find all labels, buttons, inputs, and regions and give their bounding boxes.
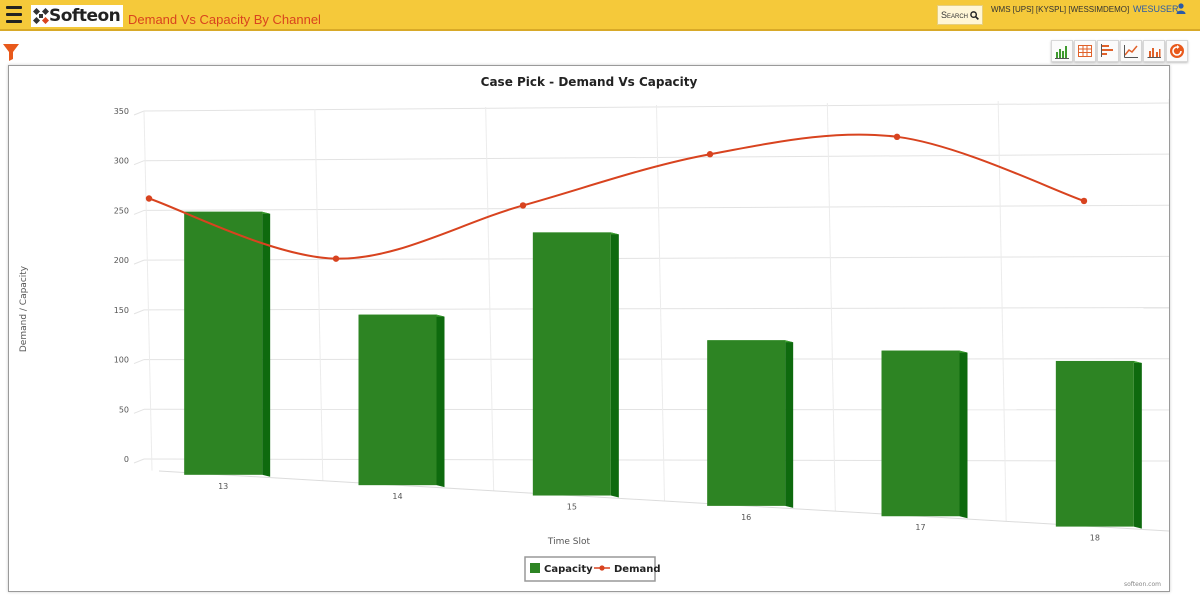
y-axis-title: Demand / Capacity <box>19 265 29 352</box>
capacity-bar-side <box>610 232 619 498</box>
capacity-bar <box>881 350 960 517</box>
grouped-chart-icon <box>1147 48 1161 58</box>
line-chart-button[interactable] <box>1120 40 1142 62</box>
y-tick-label: 150 <box>114 306 129 315</box>
x-axis-title: Time Slot <box>547 537 591 547</box>
hamburger-menu-icon[interactable] <box>6 6 22 23</box>
chart-credit: softeon.com <box>1124 581 1161 588</box>
gridline-side <box>133 309 145 315</box>
gridline-h <box>143 408 1169 411</box>
axis-labels: 0 50 100 150 200 250 300 350 13 14 15 16 17 18 <box>114 107 1100 543</box>
capacity-bar-side <box>959 350 968 519</box>
gridline-h <box>143 255 1169 261</box>
logo-mark-icon <box>33 8 49 24</box>
gridline-side <box>133 209 145 215</box>
table-view-button[interactable] <box>1074 40 1096 62</box>
wms-info: WMS [UPS] [KYSPL] [WESSIMDEMO] <box>991 5 1130 14</box>
capacity-bar-side <box>1133 360 1142 529</box>
y-tick-label: 250 <box>114 206 129 215</box>
bar-chart-icon <box>1101 44 1113 57</box>
refresh-icon <box>1170 44 1184 58</box>
gridline-h <box>143 204 1169 211</box>
demand-point <box>1080 197 1088 205</box>
user-name[interactable]: WESUSER <box>1133 4 1179 14</box>
capacity-bar <box>184 211 263 475</box>
softeon-logo: Softeon <box>31 5 123 27</box>
gridline-side <box>133 110 145 116</box>
bar-chart-button[interactable] <box>1097 40 1119 62</box>
gridline-v <box>656 104 665 502</box>
x-tick-label: 17 <box>915 523 925 532</box>
demand-line <box>145 133 1088 262</box>
demand-series-line <box>148 133 1085 260</box>
line-chart-icon <box>1124 45 1138 58</box>
x-tick-label: 15 <box>567 503 577 512</box>
column-chart-icon <box>1055 46 1069 59</box>
chart-panel: 0 50 100 150 200 250 300 350 13 14 15 16 17 18 Case P… <box>8 65 1170 592</box>
demand-point <box>519 202 527 209</box>
y-tick-label: 50 <box>119 405 129 414</box>
gridline-h <box>143 358 1169 361</box>
gridline-v <box>997 100 1007 522</box>
logo-text: Softeon <box>49 6 121 26</box>
search-icon <box>970 10 979 20</box>
capacity-bar <box>532 232 611 496</box>
y-tick-label: 300 <box>114 157 129 166</box>
y-tick-label: 350 <box>114 107 129 116</box>
x-tick-label: 16 <box>741 513 751 522</box>
x-tick-label: 13 <box>218 482 228 491</box>
demand-point <box>332 255 340 262</box>
page-title: Demand Vs Capacity By Channel <box>128 12 321 27</box>
gridline-v <box>485 106 495 491</box>
capacity-bar <box>1055 360 1134 527</box>
y-tick-label: 100 <box>114 356 129 365</box>
gridline-side <box>133 160 145 166</box>
legend-demand-marker <box>599 565 605 571</box>
gridline-side <box>133 458 145 464</box>
chart-title: Case Pick - Demand Vs Capacity <box>481 75 698 89</box>
grouped-chart-button[interactable] <box>1143 40 1165 62</box>
filter-icon[interactable] <box>2 41 20 63</box>
gridline-h <box>143 458 1169 462</box>
x-tick-label: 14 <box>392 492 402 501</box>
search-label: Search <box>940 10 968 20</box>
chart-grid <box>133 99 1169 532</box>
capacity-bar-side <box>436 314 445 488</box>
legend-demand-label[interactable]: Demand <box>614 564 661 575</box>
gridline-h <box>143 153 1169 162</box>
demand-point <box>145 195 153 202</box>
legend-capacity-label[interactable]: Capacity <box>544 564 593 575</box>
search-button[interactable]: Search <box>937 5 983 25</box>
gridline-v <box>826 102 836 512</box>
y-tick-label: 200 <box>114 256 129 265</box>
floor-edge <box>158 470 1169 532</box>
demand-point <box>893 133 901 141</box>
y-tick-label: 0 <box>124 455 129 464</box>
capacity-bar <box>707 340 786 506</box>
gridline-h <box>143 307 1169 311</box>
gridline-v <box>314 108 324 481</box>
user-icon[interactable] <box>1176 3 1186 14</box>
gridline-side <box>133 359 145 365</box>
chart-legend: Capacity Demand <box>524 556 661 582</box>
demand-point <box>706 151 714 158</box>
top-bar: Softeon Demand Vs Capacity By Channel Se… <box>0 0 1200 31</box>
legend-capacity-swatch <box>530 563 540 573</box>
capacity-bar-side <box>262 211 271 477</box>
gridline-v <box>143 110 153 471</box>
gridline-side <box>133 259 145 265</box>
refresh-button[interactable] <box>1166 40 1188 62</box>
gridline-side <box>133 408 145 414</box>
capacity-bar <box>358 314 437 486</box>
capacity-bars <box>184 211 1142 529</box>
column-chart-button[interactable] <box>1051 40 1073 62</box>
capacity-bar-side <box>785 340 794 508</box>
demand-capacity-chart: 0 50 100 150 200 250 300 350 13 14 15 16 17 18 Case P… <box>19 75 1169 588</box>
chart-toolbar <box>1051 40 1188 62</box>
table-icon <box>1078 45 1092 57</box>
x-tick-label: 18 <box>1090 534 1100 543</box>
